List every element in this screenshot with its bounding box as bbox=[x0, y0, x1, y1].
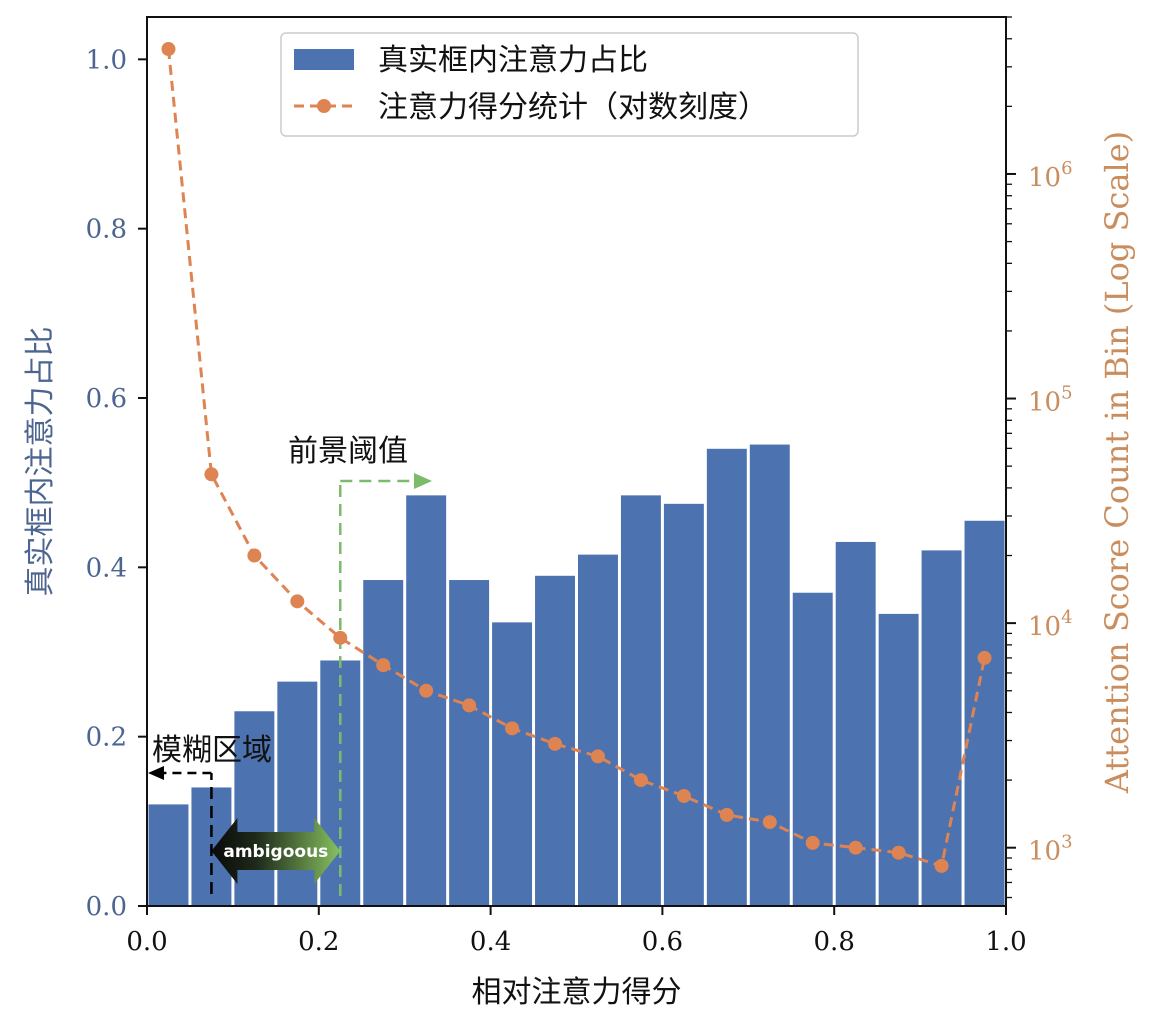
line-point bbox=[462, 698, 477, 713]
y-left-tick-label: 1.0 bbox=[86, 45, 127, 75]
line-point bbox=[333, 630, 348, 645]
line-point bbox=[633, 773, 648, 788]
line-point bbox=[891, 845, 906, 860]
bar bbox=[148, 804, 189, 906]
y-right-axis: 103 104 105 106 bbox=[1006, 16, 1073, 899]
x-tick-label: 0.2 bbox=[298, 927, 339, 957]
legend-label-line: 注意力得分统计（对数刻度） bbox=[378, 90, 768, 125]
threshold-arrowhead bbox=[414, 473, 432, 489]
bar bbox=[663, 503, 704, 906]
bar bbox=[277, 681, 318, 906]
ambiguous-label: ambigoous bbox=[223, 842, 328, 862]
line-series bbox=[161, 42, 992, 873]
line-point bbox=[977, 650, 992, 665]
y-right-tick-label: 105 bbox=[1028, 383, 1073, 418]
y-right-tick-label: 106 bbox=[1028, 158, 1073, 193]
line-point bbox=[934, 858, 949, 873]
line-point bbox=[290, 594, 305, 609]
bar bbox=[578, 554, 618, 906]
y-left-tick-label: 0.4 bbox=[86, 553, 127, 583]
bar bbox=[964, 520, 1005, 906]
line-point bbox=[419, 683, 434, 698]
y-left-axis: 0.0 0.2 0.4 0.6 0.8 1.0 bbox=[86, 45, 147, 922]
line-point bbox=[247, 548, 262, 563]
line-point bbox=[161, 42, 176, 57]
line-point bbox=[548, 736, 563, 751]
line-point bbox=[590, 749, 605, 764]
line-point bbox=[848, 840, 863, 855]
annotation-layer: ambigoous bbox=[148, 473, 432, 896]
plot-frame bbox=[146, 16, 1007, 907]
x-axis-title: 相对注意力得分 bbox=[472, 975, 682, 1010]
y-left-tick-label: 0.0 bbox=[86, 892, 127, 922]
plot-border bbox=[146, 16, 1007, 907]
x-tick-label: 0.6 bbox=[642, 927, 683, 957]
y-left-tick-label: 0.2 bbox=[86, 723, 127, 753]
bar bbox=[234, 711, 275, 906]
line-point bbox=[805, 835, 820, 850]
legend-swatch-marker bbox=[317, 99, 331, 113]
legend-box bbox=[280, 32, 859, 137]
line-point bbox=[676, 788, 691, 803]
line-point bbox=[505, 721, 520, 736]
bar bbox=[706, 448, 747, 906]
x-tick-label: 0.4 bbox=[470, 927, 511, 957]
bar bbox=[620, 495, 661, 906]
x-tick-label: 0.8 bbox=[814, 927, 855, 957]
x-tick-label: 0.0 bbox=[126, 927, 167, 957]
y-right-tick-label: 103 bbox=[1028, 832, 1073, 867]
x-axis: 0.0 0.2 0.4 0.6 0.8 1.0 bbox=[126, 906, 1027, 957]
y-right-tick-label: 104 bbox=[1028, 607, 1073, 642]
y-left-axis-title: 真实框内注意力占比 bbox=[23, 327, 58, 597]
axis-titles: 相对注意力得分 真实框内注意力占比 Attention Score Count in… bbox=[23, 131, 1136, 1010]
fuzzy-arrowhead bbox=[148, 766, 164, 780]
y-left-tick-label: 0.8 bbox=[86, 215, 127, 245]
y-left-tick-label: 0.6 bbox=[86, 384, 127, 414]
bar bbox=[792, 592, 833, 906]
bar bbox=[749, 444, 790, 906]
bar bbox=[492, 622, 533, 906]
x-tick-label: 1.0 bbox=[985, 927, 1026, 957]
fuzzy-region-label: 模糊区域 bbox=[152, 733, 272, 768]
bar bbox=[363, 580, 404, 906]
line-point bbox=[204, 467, 219, 482]
line-point bbox=[376, 658, 391, 673]
line-path bbox=[166, 48, 986, 868]
line-point bbox=[762, 815, 777, 830]
line-point bbox=[719, 807, 734, 822]
legend-label-bar: 真实框内注意力占比 bbox=[378, 43, 648, 78]
bar bbox=[406, 495, 447, 906]
threshold-label: 前景阈值 bbox=[288, 434, 408, 469]
bar bbox=[921, 550, 962, 906]
bar bbox=[449, 580, 490, 906]
bar bbox=[878, 613, 919, 906]
y-right-axis-title: Attention Score Count in Bin (Log Scale) bbox=[1098, 131, 1136, 794]
legend-swatch-bar bbox=[294, 49, 354, 70]
ambiguous-double-arrow bbox=[211, 818, 341, 884]
